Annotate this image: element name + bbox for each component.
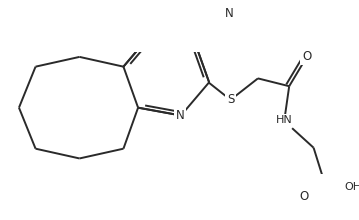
Text: N: N (176, 109, 185, 122)
Text: S: S (227, 93, 234, 106)
Text: HN: HN (276, 115, 293, 125)
Text: OH: OH (344, 182, 359, 192)
Text: O: O (302, 50, 311, 63)
Text: O: O (299, 190, 308, 203)
Text: N: N (225, 7, 234, 20)
